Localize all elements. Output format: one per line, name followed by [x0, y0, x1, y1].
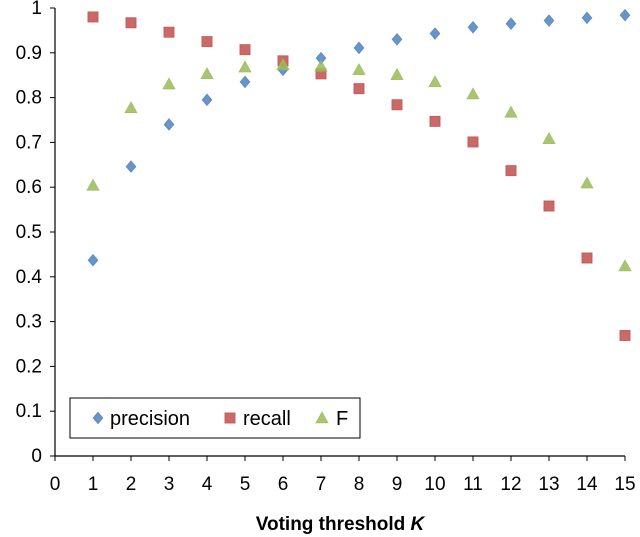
y-tick-label: 0.3: [16, 312, 42, 333]
x-axis-title-text: Voting threshold: [256, 514, 406, 535]
legend-items: precision recall F: [92, 408, 348, 430]
x-axis-ticks: 0 1 2 3 4 5 6 7 8 9 10 11 12 13 14 15: [50, 456, 636, 495]
data-point-precision: [581, 11, 593, 25]
x-tick-label: 11: [463, 474, 483, 495]
data-point-f: [390, 67, 404, 80]
y-tick-label: 0.9: [16, 43, 42, 64]
data-point-precision: [239, 75, 251, 89]
data-point-f: [428, 75, 442, 88]
y-axis-ticks: 0 0.1 0.2 0.3 0.4 0.5 0.6 0.7 0.8 0.9 1: [16, 0, 55, 467]
x-tick-label: 15: [614, 474, 635, 495]
data-point-precision: [125, 160, 137, 173]
data-point-precision: [505, 17, 517, 30]
y-tick-label: 1: [31, 0, 42, 19]
legend-label-precision: precision: [110, 408, 190, 430]
data-point-recall: [239, 44, 251, 56]
x-tick-label: 13: [538, 474, 559, 495]
data-point-f: [238, 60, 252, 73]
x-tick-label: 10: [424, 474, 445, 495]
x-tick-label: 12: [500, 474, 521, 495]
x-tick-label: 1: [88, 474, 99, 495]
data-point-precision: [467, 20, 479, 34]
data-point-f: [314, 59, 328, 72]
x-tick-label: 9: [392, 474, 403, 495]
x-tick-label: 8: [354, 474, 365, 495]
data-point-f: [580, 176, 594, 189]
data-point-recall: [125, 17, 137, 29]
series-f: [86, 58, 632, 272]
data-point-precision: [619, 8, 631, 22]
data-point-recall: [505, 165, 517, 177]
x-tick-label: 14: [576, 474, 598, 495]
data-point-recall: [543, 200, 555, 212]
data-point-recall: [353, 83, 365, 95]
x-tick-label: 4: [202, 474, 213, 495]
data-point-f: [618, 259, 632, 272]
legend-marker-f: [315, 411, 329, 424]
data-point-recall: [163, 26, 175, 38]
data-point-f: [504, 105, 518, 118]
legend-label-recall: recall: [243, 408, 291, 430]
legend-label-f: F: [336, 408, 348, 430]
x-tick-label: 5: [240, 474, 251, 495]
y-tick-label: 0.4: [16, 267, 43, 288]
data-point-f: [162, 77, 176, 90]
legend-box: [69, 397, 361, 439]
y-tick-label: 0.5: [16, 222, 42, 243]
data-point-precision: [201, 93, 213, 107]
data-point-precision: [429, 27, 441, 40]
y-tick-label: 0.8: [16, 88, 42, 109]
data-point-precision: [391, 33, 403, 46]
data-point-f: [86, 178, 100, 191]
series-recall: [87, 11, 631, 341]
data-point-recall: [429, 115, 441, 127]
x-tick-label: 7: [316, 474, 327, 495]
legend-marker-recall: [224, 412, 236, 424]
data-point-f: [124, 101, 138, 114]
x-tick-label: 2: [126, 474, 137, 495]
legend-marker-precision: [92, 411, 104, 425]
x-tick-label: 3: [164, 474, 175, 495]
data-point-recall: [391, 99, 403, 111]
data-point-f: [542, 131, 556, 145]
data-point-precision: [163, 118, 175, 131]
data-point-f: [466, 87, 480, 100]
x-tick-label: 0: [50, 474, 61, 495]
series-layer: [86, 8, 632, 341]
data-point-precision: [87, 253, 99, 267]
data-point-recall: [581, 252, 593, 264]
data-point-f: [200, 67, 214, 80]
y-tick-label: 0.7: [16, 132, 42, 153]
data-point-recall: [467, 136, 479, 148]
data-point-precision: [353, 41, 365, 55]
data-point-f: [276, 58, 290, 71]
x-axis-title: Voting threshold K: [256, 514, 426, 535]
x-axis-title-variable: K: [411, 514, 426, 535]
legend: precision recall F: [69, 397, 361, 439]
y-tick-label: 0.1: [16, 401, 42, 422]
y-tick-label: 0: [31, 446, 42, 467]
data-point-precision: [543, 14, 555, 27]
data-point-recall: [87, 11, 99, 23]
data-point-recall: [619, 329, 631, 341]
data-point-recall: [201, 36, 213, 48]
data-point-f: [352, 63, 366, 76]
y-tick-label: 0.6: [16, 177, 42, 198]
y-tick-label: 0.2: [16, 356, 42, 377]
series-precision: [87, 8, 631, 267]
x-tick-label: 6: [278, 474, 289, 495]
